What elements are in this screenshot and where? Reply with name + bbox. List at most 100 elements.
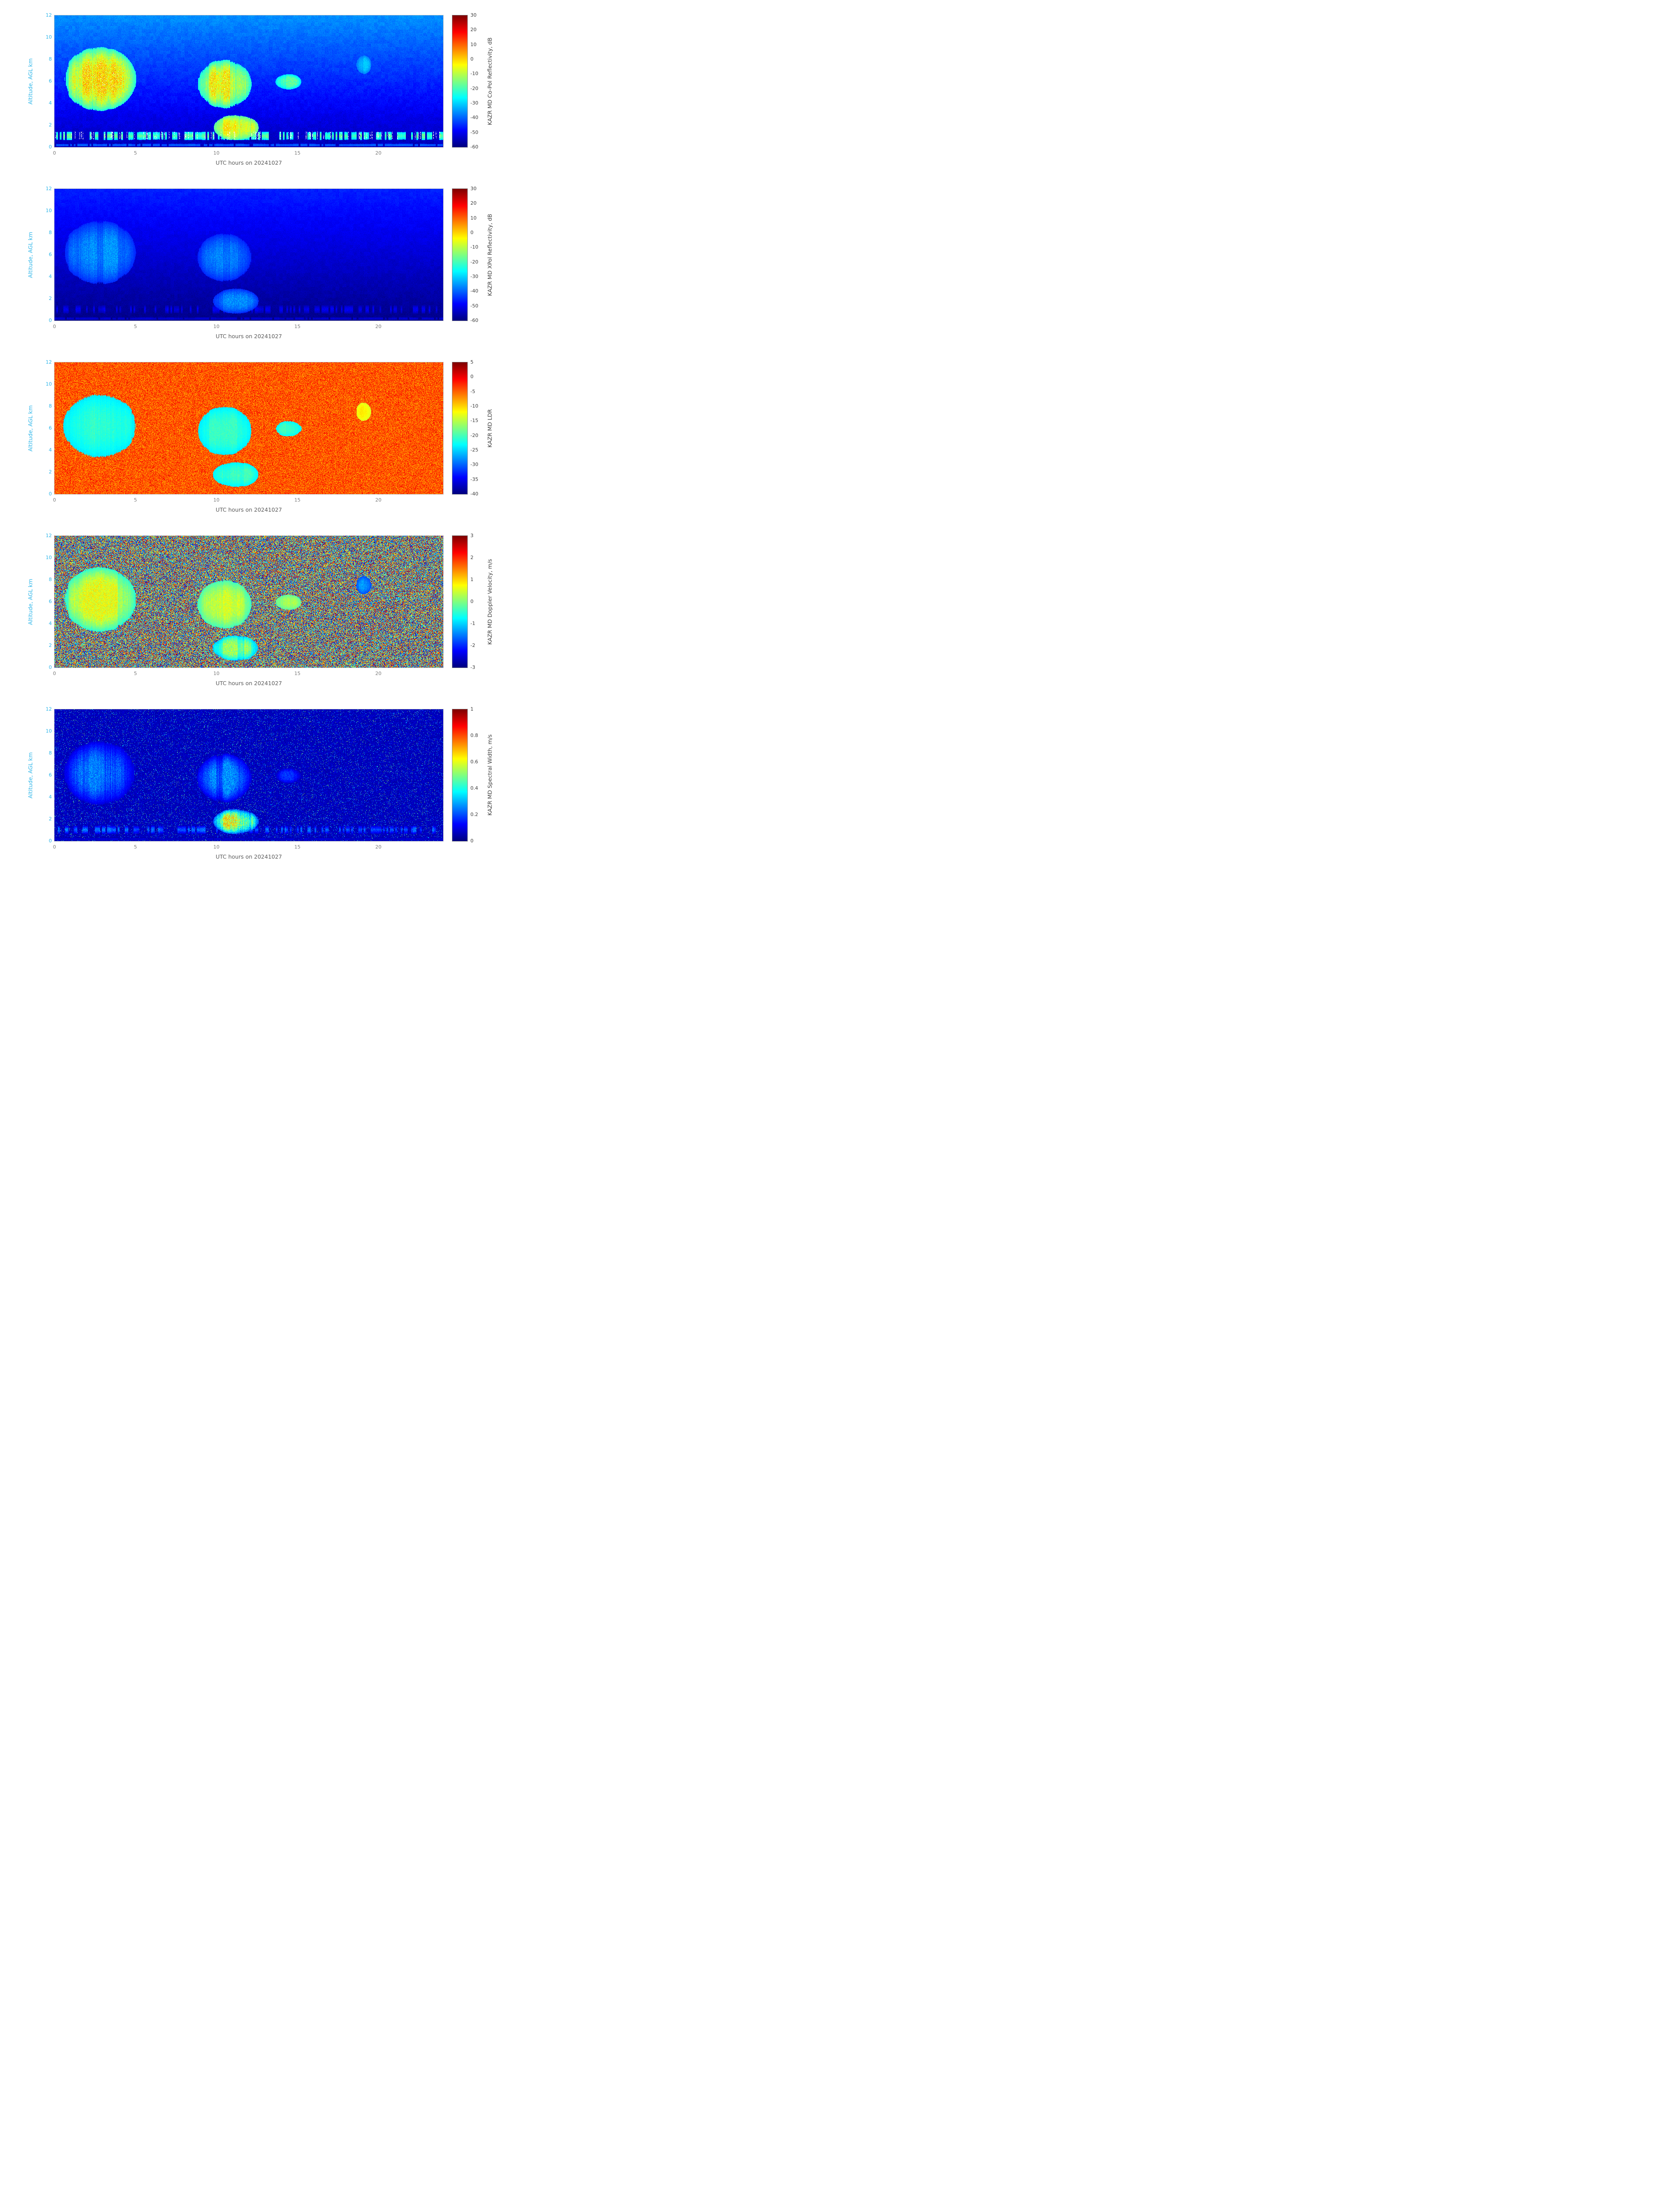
x-tick-label: 0 bbox=[53, 150, 56, 156]
x-tick-label: 10 bbox=[213, 497, 220, 503]
colorbar-tick-label: 0.6 bbox=[470, 759, 478, 765]
colorbar-tick-label: -25 bbox=[470, 447, 478, 453]
x-tick-label: 15 bbox=[294, 497, 301, 503]
colorbar-tick-label: 5 bbox=[470, 359, 473, 365]
x-tick-label: 0 bbox=[53, 324, 56, 329]
colorbar-tick-label: -60 bbox=[470, 318, 478, 323]
colorbar-tick-label: -35 bbox=[470, 476, 478, 482]
colorbar-axis-label: KAZR MD Spectral Width, m/s bbox=[486, 734, 493, 816]
y-axis-label: Altitude, AGL km bbox=[27, 58, 34, 105]
colorbar-tick-label: 30 bbox=[470, 186, 477, 191]
colorbar-tick-label: -10 bbox=[470, 71, 478, 77]
ldr-heatmap bbox=[54, 362, 444, 495]
x-tick-label: 5 bbox=[134, 497, 137, 503]
xpol-heatmap bbox=[54, 188, 444, 321]
x-tick-label: 20 bbox=[375, 150, 382, 156]
y-tick-label: 4 bbox=[49, 274, 52, 279]
colorbar-tick-label: 30 bbox=[470, 12, 477, 18]
colorbar-tick-label: 0 bbox=[470, 56, 473, 62]
y-tick-label: 10 bbox=[46, 728, 52, 734]
y-tick-label: 10 bbox=[46, 34, 52, 40]
y-tick-label: 8 bbox=[49, 577, 52, 582]
y-tick-label: 0 bbox=[49, 318, 52, 323]
x-tick-label: 0 bbox=[53, 497, 56, 503]
x-axis-label: UTC hours on 20241027 bbox=[215, 680, 282, 686]
x-axis-label: UTC hours on 20241027 bbox=[215, 333, 282, 340]
y-tick-label: 4 bbox=[49, 621, 52, 626]
y-tick-label: 4 bbox=[49, 794, 52, 800]
y-tick-label: 0 bbox=[49, 144, 52, 150]
y-tick-label: 10 bbox=[46, 381, 52, 387]
y-tick-label: 10 bbox=[46, 555, 52, 560]
x-tick-label: 10 bbox=[213, 671, 220, 676]
colorbar-tick-label: 20 bbox=[470, 27, 477, 33]
colorbar-tick-label: -30 bbox=[470, 462, 478, 468]
y-axis-label: Altitude, AGL km bbox=[27, 231, 34, 278]
y-axis-label: Altitude, AGL km bbox=[27, 578, 34, 625]
x-tick-label: 20 bbox=[375, 324, 382, 329]
colorbar-tick-label: -10 bbox=[470, 403, 478, 409]
y-tick-label: 0 bbox=[49, 491, 52, 497]
y-tick-label: 2 bbox=[49, 296, 52, 301]
x-axis-label: UTC hours on 20241027 bbox=[215, 853, 282, 860]
y-tick-label: 12 bbox=[46, 186, 52, 191]
colorbar-tick-label: -50 bbox=[470, 129, 478, 135]
x-tick-label: 5 bbox=[134, 844, 137, 850]
y-axis-label: Altitude, AGL km bbox=[27, 752, 34, 798]
x-tick-label: 15 bbox=[294, 844, 301, 850]
y-tick-label: 6 bbox=[49, 772, 52, 778]
panel-vel: 0 2 4 6 8 10 12 0 5 10 15 20 3 2 1 0 -1 -2 -3 UTC hours on … bbox=[0, 531, 560, 705]
colorbar-ldr bbox=[452, 362, 468, 495]
colorbar-tick-label: -30 bbox=[470, 100, 478, 106]
colorbar-vel bbox=[452, 535, 468, 668]
colorbar-tick-label: -20 bbox=[470, 85, 478, 91]
colorbar-tick-label: -40 bbox=[470, 115, 478, 121]
x-tick-label: 10 bbox=[213, 150, 220, 156]
y-tick-label: 0 bbox=[49, 838, 52, 844]
y-tick-label: 0 bbox=[49, 665, 52, 670]
colorbar-tick-label: -3 bbox=[470, 665, 475, 670]
x-tick-label: 5 bbox=[134, 671, 137, 676]
colorbar-axis-label: KAZR MD XPol Reflectivity, dB bbox=[486, 213, 493, 296]
x-tick-label: 15 bbox=[294, 324, 301, 329]
y-tick-label: 12 bbox=[46, 533, 52, 538]
y-tick-label: 2 bbox=[49, 643, 52, 648]
colorbar-tick-label: 0 bbox=[470, 230, 473, 235]
x-tick-label: 10 bbox=[213, 844, 220, 850]
y-tick-label: 4 bbox=[49, 447, 52, 453]
x-tick-label: 10 bbox=[213, 324, 220, 329]
panel-ldr: 0 2 4 6 8 10 12 0 5 10 15 20 5 0 -5 -10 -15 -20 -25 -30 -35 -… bbox=[0, 358, 560, 531]
colorbar-tick-label: -20 bbox=[470, 432, 478, 438]
y-axis-label: Altitude, AGL km bbox=[27, 405, 34, 451]
panel-width: 0 2 4 6 8 10 12 0 5 10 15 20 1 0.8 0.6 0.4 0.2 0 UTC hours… bbox=[0, 705, 560, 878]
colorbar-tick-label: -10 bbox=[470, 244, 478, 250]
colorbar-tick-label: -40 bbox=[470, 288, 478, 294]
colorbar-tick-label: -60 bbox=[470, 144, 478, 150]
colorbar-tick-label: 10 bbox=[470, 41, 477, 47]
colorbar-tick-label: -15 bbox=[470, 418, 478, 424]
x-tick-label: 5 bbox=[134, 324, 137, 329]
colorbar-axis-label: KAZR MD LDR bbox=[486, 409, 493, 448]
colorbar-tick-label: -5 bbox=[470, 388, 475, 394]
y-tick-label: 6 bbox=[49, 252, 52, 257]
x-tick-label: 20 bbox=[375, 671, 382, 676]
y-tick-label: 12 bbox=[46, 359, 52, 365]
colorbar-tick-label: 2 bbox=[470, 555, 473, 560]
colorbar-tick-label: 1 bbox=[470, 577, 473, 582]
x-tick-label: 20 bbox=[375, 497, 382, 503]
x-tick-label: 15 bbox=[294, 671, 301, 676]
copol-heatmap bbox=[54, 15, 444, 148]
colorbar-tick-label: 20 bbox=[470, 200, 477, 206]
y-tick-label: 10 bbox=[46, 208, 52, 213]
x-tick-label: 15 bbox=[294, 150, 301, 156]
colorbar-tick-label: -1 bbox=[470, 621, 475, 626]
colorbar-tick-label: -30 bbox=[470, 274, 478, 279]
colorbar-tick-label: -2 bbox=[470, 643, 475, 648]
x-axis-label: UTC hours on 20241027 bbox=[215, 159, 282, 166]
y-tick-label: 2 bbox=[49, 816, 52, 822]
panel-xpol: 0 2 4 6 8 10 12 0 5 10 15 20 30 20 10 0 -10 -20 -30 -40 -50 -… bbox=[0, 184, 560, 358]
y-tick-label: 4 bbox=[49, 100, 52, 106]
x-axis-label: UTC hours on 20241027 bbox=[215, 506, 282, 513]
colorbar-tick-label: 0 bbox=[470, 374, 473, 380]
y-tick-label: 6 bbox=[49, 425, 52, 431]
